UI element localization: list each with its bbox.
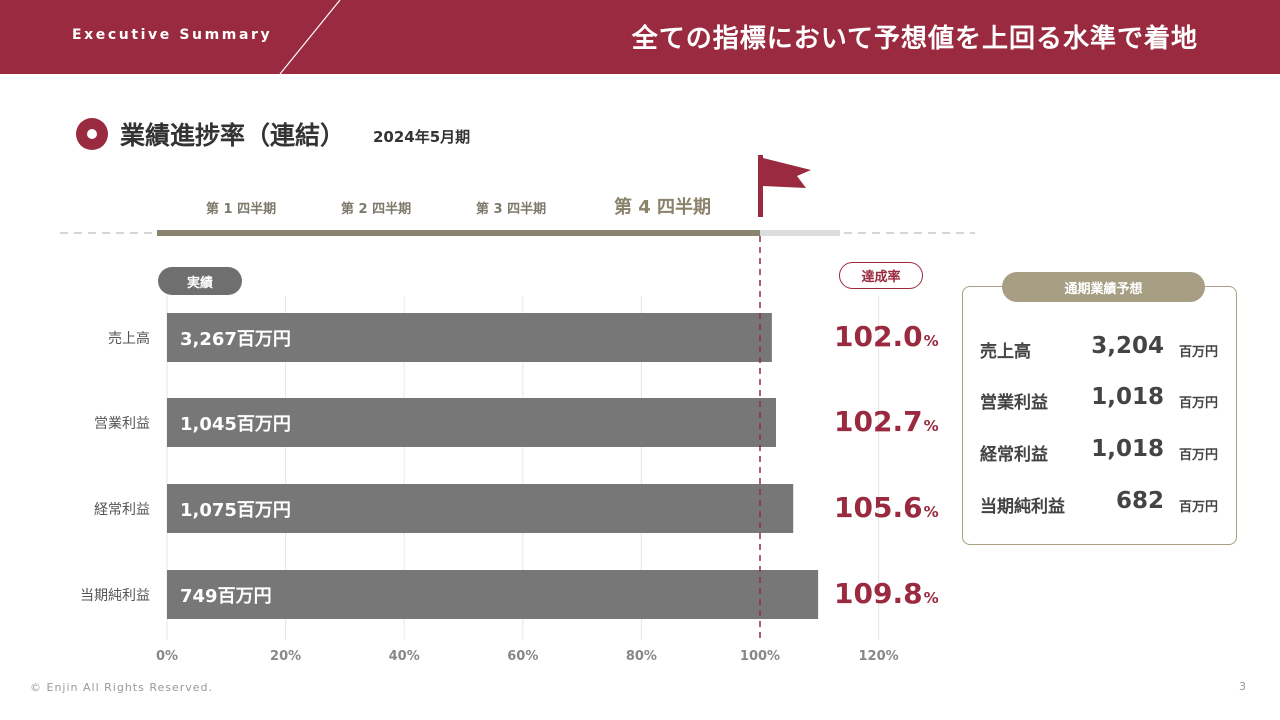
forecast-label: 当期純利益 (980, 497, 1065, 517)
forecast-unit: 百万円 (1178, 396, 1218, 411)
achievement-rate-value: 102.7% (834, 405, 939, 438)
achievement-rate-value: 109.8% (834, 577, 939, 610)
forecast-label: 経常利益 (980, 445, 1048, 465)
bar-4 (167, 570, 819, 619)
x-tick-label: 80% (625, 649, 657, 664)
header-bar: Executive Summary 全ての指標において予想値を上回る水準で着地 (0, 0, 1280, 74)
rate-number: 102.7 (834, 405, 923, 438)
achievement-rate-value: 105.6% (834, 491, 939, 524)
rate-unit: % (923, 417, 939, 435)
quarter-label-4-active: 第 4 四半期 (614, 197, 712, 218)
forecast-value: 1,018 (1091, 436, 1164, 462)
forecast-unit: 百万円 (1178, 345, 1218, 360)
section-subtitle: 2024年5月期 (373, 128, 471, 146)
forecast-value: 1,018 (1091, 384, 1164, 410)
copyright: © Enjin All Rights Reserved. (30, 681, 214, 694)
bar-value-label: 3,267百万円 (180, 329, 291, 350)
rate-unit: % (923, 503, 939, 521)
x-tick-label: 60% (507, 649, 539, 664)
category-label: 当期純利益 (80, 588, 150, 604)
forecast-unit: 百万円 (1178, 448, 1218, 463)
forecast-row-operating-profit: 営業利益 1,018 百万円 (980, 384, 1218, 414)
timeline-progress-bar (157, 230, 760, 236)
bar-value-label: 749百万円 (180, 586, 272, 607)
forecast-title: 通期業績予想 (1002, 272, 1205, 302)
forecast-row-net-income: 当期純利益 682 百万円 (980, 488, 1218, 518)
quarter-label-2: 第 2 四半期 (341, 202, 412, 217)
timeline-remaining-track (760, 230, 841, 236)
quarter-label-1: 第 1 四半期 (206, 202, 277, 217)
category-label: 営業利益 (94, 416, 150, 432)
quarter-label-3: 第 3 四半期 (476, 202, 547, 217)
forecast-label: 営業利益 (980, 393, 1048, 413)
page-title: 全ての指標において予想値を上回る水準で着地 (631, 24, 1198, 54)
section-bullet-icon (76, 118, 108, 150)
section-title: 業績進捗率（連結） (120, 121, 346, 150)
header-tag: Executive Summary (72, 27, 273, 43)
category-label: 経常利益 (94, 502, 150, 518)
rate-unit: % (923, 332, 939, 350)
forecast-label: 売上高 (980, 342, 1031, 362)
x-tick-label: 0% (155, 649, 179, 664)
page-number: 3 (1239, 680, 1246, 693)
bar-3 (167, 484, 794, 533)
flag-pole (758, 155, 763, 217)
goal-flag-icon (763, 158, 811, 188)
rate-number: 102.0 (834, 320, 923, 353)
forecast-unit: 百万円 (1178, 500, 1218, 515)
bar-value-label: 1,045百万円 (180, 414, 291, 435)
bar-1 (167, 313, 772, 362)
actual-pill: 実績 (158, 267, 242, 295)
rate-number: 109.8 (834, 577, 923, 610)
rate-unit: % (923, 589, 939, 607)
header-divider (279, 0, 341, 74)
rate-number: 105.6 (834, 491, 923, 524)
x-tick-label: 20% (270, 649, 302, 664)
forecast-value: 682 (1115, 488, 1164, 514)
x-tick-label: 120% (858, 649, 899, 664)
achievement-rate-pill: 達成率 (839, 262, 923, 289)
bar-2 (167, 398, 777, 447)
forecast-value: 3,204 (1091, 333, 1164, 359)
category-label: 売上高 (108, 331, 150, 347)
bar-value-label: 1,075百万円 (180, 500, 291, 521)
x-tick-label: 100% (739, 649, 781, 664)
forecast-row-sales: 売上高 3,204 百万円 (980, 333, 1218, 363)
achievement-rate-value: 102.0% (834, 320, 939, 353)
x-tick-label: 40% (388, 649, 420, 664)
forecast-row-ordinary-profit: 経常利益 1,018 百万円 (980, 436, 1218, 466)
